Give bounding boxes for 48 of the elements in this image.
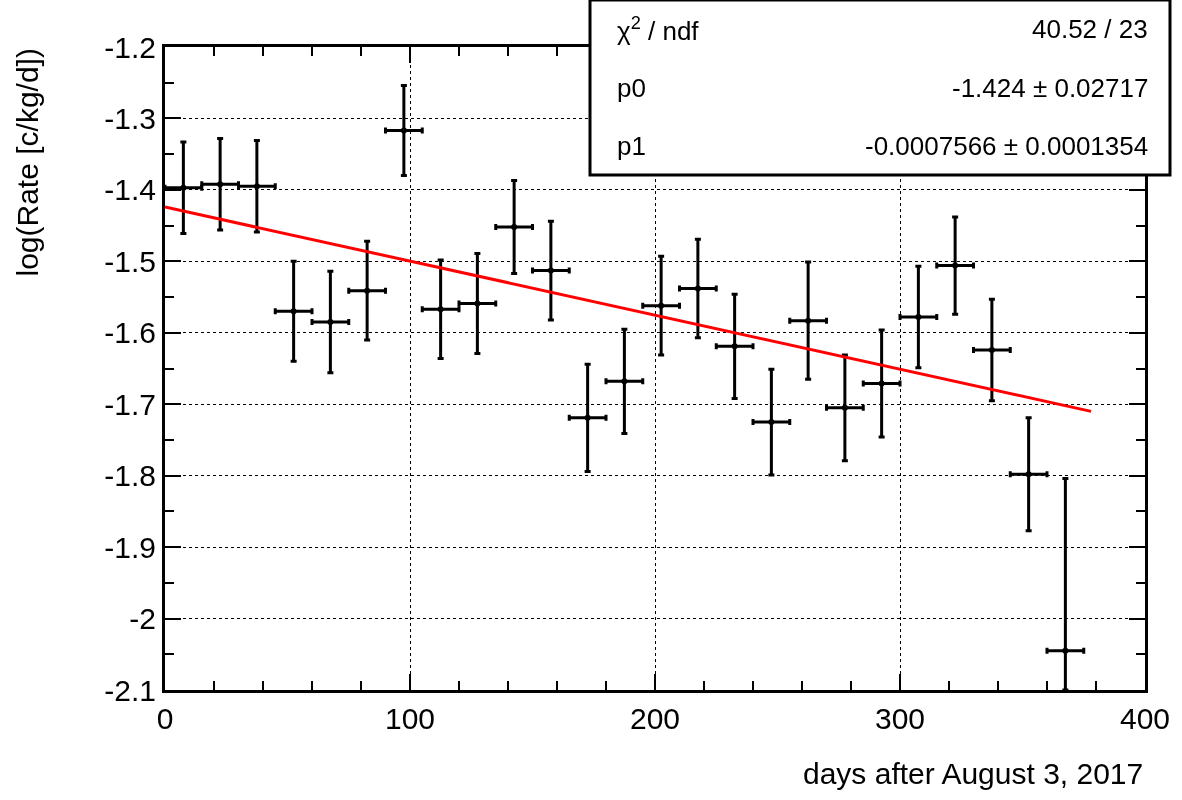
point (988, 346, 995, 353)
x-tick-label: 400 (1119, 702, 1171, 735)
x-tick-label: 300 (874, 702, 926, 735)
y-tick-label: -1.3 (104, 101, 156, 135)
point (878, 380, 885, 387)
point (915, 314, 922, 321)
annotation: -1.424 ± 0.02717 (952, 73, 1149, 103)
point (253, 183, 260, 190)
point (1062, 647, 1069, 654)
point (731, 343, 738, 350)
y-tick-label: -2 (129, 602, 156, 636)
point (1025, 471, 1032, 478)
point (474, 300, 481, 307)
point (621, 378, 628, 385)
y-tick-label: -1.8 (104, 459, 156, 493)
point (437, 306, 444, 313)
text: χ$^{2}$ / ndf (617, 13, 700, 46)
point (364, 287, 371, 294)
y-tick-label: -1.5 (104, 244, 156, 278)
x-tick-label: 200 (629, 702, 681, 735)
point (400, 127, 407, 134)
point (768, 419, 775, 426)
point (290, 308, 297, 315)
annotation: p0 (617, 73, 646, 103)
y-tick-label: -2.1 (104, 673, 156, 707)
point (658, 302, 665, 309)
x-tick-label: 100 (384, 702, 436, 735)
point (952, 262, 959, 269)
point (841, 404, 848, 411)
point (180, 184, 187, 191)
y-tick-label: -1.4 (104, 173, 156, 207)
y-tick-label: -1.2 (104, 30, 156, 64)
point (694, 285, 701, 292)
y-tick-label: -1.9 (104, 530, 156, 564)
point (547, 267, 554, 274)
annotation: -0.0007566 ± 0.0001354 (865, 131, 1149, 161)
point (511, 224, 518, 231)
point (217, 181, 224, 188)
x-axis-title: days after August 3, 2017 (803, 757, 1144, 790)
y-axis-title: log(Rate [c/kg/d]) (10, 48, 44, 277)
text: 40.52 / 23 (1032, 14, 1148, 44)
point (805, 317, 812, 324)
point (584, 414, 591, 421)
annotation: p1 (617, 131, 646, 161)
y-tick-label: -1.6 (104, 316, 156, 350)
x-tick-label: 0 (156, 702, 174, 735)
point (327, 319, 334, 326)
y-tick-label: -1.7 (104, 387, 156, 421)
